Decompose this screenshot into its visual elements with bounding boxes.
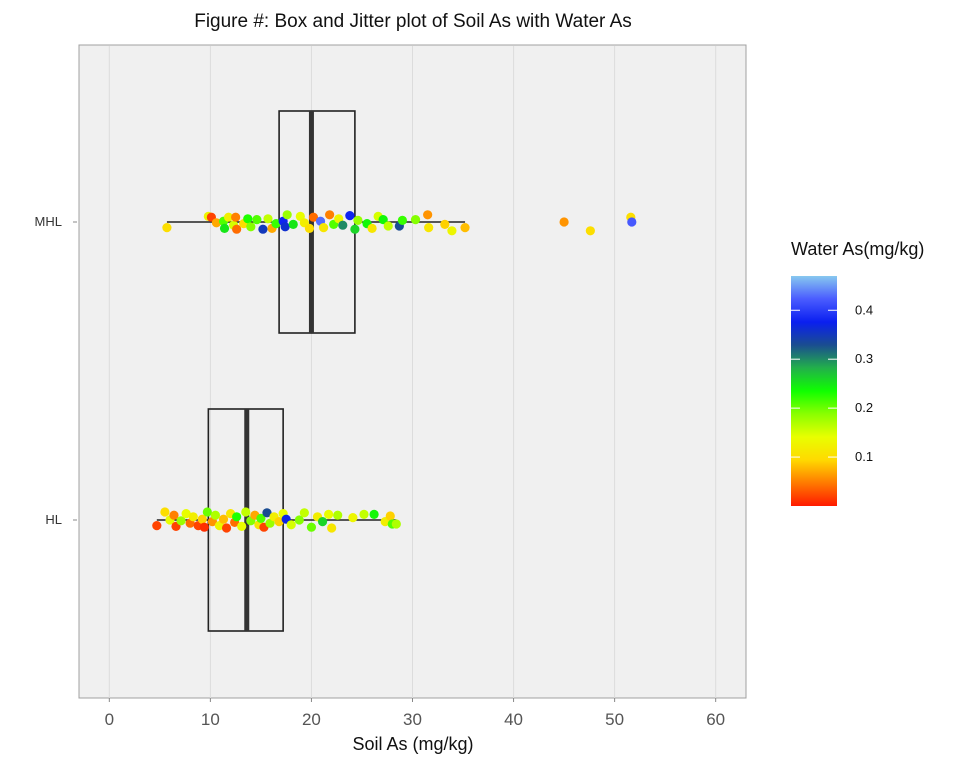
data-point bbox=[282, 210, 292, 220]
data-point bbox=[350, 224, 360, 234]
data-point bbox=[410, 215, 421, 225]
data-point bbox=[304, 223, 315, 233]
data-point bbox=[202, 507, 212, 517]
data-point bbox=[378, 215, 388, 225]
data-point bbox=[280, 222, 290, 232]
data-point bbox=[231, 212, 241, 222]
legend-title: Water As(mg/kg) bbox=[791, 239, 924, 259]
x-tick-label: 50 bbox=[605, 710, 624, 729]
legend-tick-label: 0.4 bbox=[855, 302, 873, 317]
data-point bbox=[338, 220, 348, 230]
data-point bbox=[160, 507, 170, 517]
data-point bbox=[221, 523, 232, 533]
chart-title: Figure #: Box and Jitter plot of Soil As… bbox=[194, 11, 632, 32]
data-point bbox=[383, 221, 393, 231]
data-point bbox=[219, 223, 230, 233]
data-point bbox=[627, 217, 637, 227]
data-point bbox=[318, 223, 329, 233]
legend-ticks: 0.1 0.2 0.3 0.4 bbox=[791, 302, 873, 464]
data-point bbox=[423, 210, 433, 220]
data-point bbox=[391, 519, 401, 529]
data-point bbox=[559, 217, 569, 227]
data-point bbox=[306, 522, 317, 532]
data-point bbox=[324, 509, 334, 519]
data-point bbox=[327, 523, 337, 533]
x-tick-label: 10 bbox=[201, 710, 220, 729]
data-point bbox=[345, 211, 355, 221]
data-point bbox=[460, 223, 470, 233]
data-point bbox=[353, 215, 363, 225]
data-point bbox=[232, 224, 242, 234]
data-point bbox=[333, 510, 343, 520]
data-point bbox=[274, 517, 284, 527]
grid-lines bbox=[108, 46, 717, 698]
data-point bbox=[440, 219, 450, 229]
data-point bbox=[369, 509, 379, 519]
x-tick-label: 30 bbox=[403, 710, 422, 729]
data-point bbox=[246, 222, 256, 232]
data-point bbox=[286, 520, 296, 530]
data-point bbox=[211, 218, 222, 228]
legend-tick-label: 0.2 bbox=[855, 400, 873, 415]
data-point bbox=[447, 226, 457, 236]
data-point bbox=[299, 508, 309, 518]
data-point bbox=[325, 210, 335, 220]
data-point bbox=[237, 521, 247, 532]
data-point bbox=[367, 223, 377, 233]
data-point bbox=[199, 522, 209, 532]
data-point bbox=[252, 215, 262, 225]
data-point bbox=[218, 514, 229, 524]
x-tick-label: 60 bbox=[706, 710, 725, 729]
x-axis-title: Soil As (mg/kg) bbox=[352, 734, 473, 754]
data-point bbox=[271, 219, 281, 229]
y-axis-categories: MHL HL bbox=[35, 214, 77, 527]
x-tick-label: 0 bbox=[105, 710, 114, 729]
data-point bbox=[210, 510, 221, 520]
data-point bbox=[262, 508, 272, 518]
y-category-label: MHL bbox=[35, 214, 62, 229]
data-point bbox=[256, 513, 266, 524]
x-axis-ticks: 0 10 20 30 40 50 60 bbox=[105, 698, 725, 729]
data-point bbox=[424, 223, 434, 233]
data-point bbox=[385, 511, 395, 521]
data-point bbox=[294, 515, 304, 525]
color-legend: Water As(mg/kg) 0.1 0.2 0.3 0.4 bbox=[791, 239, 924, 506]
data-point bbox=[348, 513, 358, 523]
data-point bbox=[188, 512, 198, 522]
data-point bbox=[162, 223, 172, 233]
y-category-label: HL bbox=[45, 512, 62, 527]
data-point bbox=[181, 508, 191, 519]
data-point bbox=[176, 516, 186, 526]
data-point bbox=[308, 212, 319, 222]
data-point bbox=[241, 507, 251, 517]
data-point bbox=[197, 514, 207, 524]
data-point bbox=[243, 214, 253, 224]
legend-tick-label: 0.1 bbox=[855, 449, 873, 464]
data-point bbox=[288, 219, 298, 229]
data-point bbox=[232, 512, 242, 522]
jitter-points bbox=[152, 210, 637, 533]
x-tick-label: 40 bbox=[504, 710, 523, 729]
legend-tick-label: 0.3 bbox=[855, 351, 873, 366]
data-point bbox=[317, 517, 328, 527]
data-point bbox=[223, 212, 234, 222]
data-point bbox=[585, 226, 595, 236]
data-point bbox=[258, 224, 268, 234]
data-point bbox=[397, 215, 407, 225]
legend-colorbar bbox=[791, 276, 837, 506]
data-point bbox=[152, 521, 162, 531]
data-point bbox=[169, 510, 179, 520]
x-tick-label: 20 bbox=[302, 710, 321, 729]
data-point bbox=[359, 509, 369, 519]
data-point bbox=[263, 214, 273, 224]
